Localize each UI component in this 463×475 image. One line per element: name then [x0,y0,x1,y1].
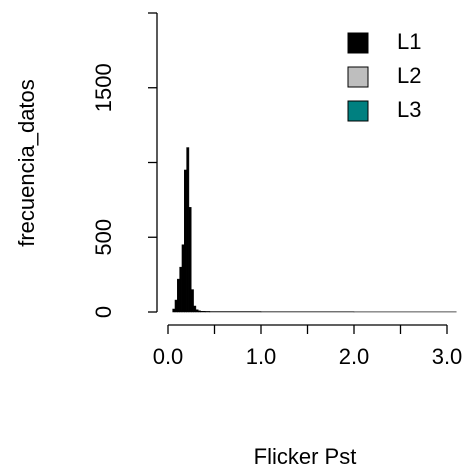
x-axis-label: Flicker Pst [254,444,357,469]
x-tick-label: 3.0 [432,344,463,369]
bar [184,170,186,312]
bar [191,290,193,312]
bar [173,309,175,312]
legend-swatch [348,33,368,53]
bar [182,245,184,312]
bar [205,311,210,312]
legend-swatch [348,67,368,87]
x-tick-label: 2.0 [339,344,370,369]
legend-label: L1 [397,29,421,54]
x-tick-label: 1.0 [246,344,277,369]
y-tick-label: 500 [91,219,116,256]
bar [198,311,200,312]
bar [175,300,177,312]
y-tick-label: 1500 [91,63,116,112]
y-axis-label: frecuencia_datos [14,79,39,247]
legend-label: L3 [397,97,421,122]
bar [196,310,198,312]
y-tick-label: 0 [91,306,116,318]
legend-label: L2 [397,63,421,88]
bar [201,311,206,312]
bar [180,267,182,312]
bar [187,148,189,312]
bar [189,207,191,312]
legend-swatch [348,101,368,121]
bar [177,279,179,312]
x-tick-label: 0.0 [153,344,184,369]
bar [194,306,196,312]
